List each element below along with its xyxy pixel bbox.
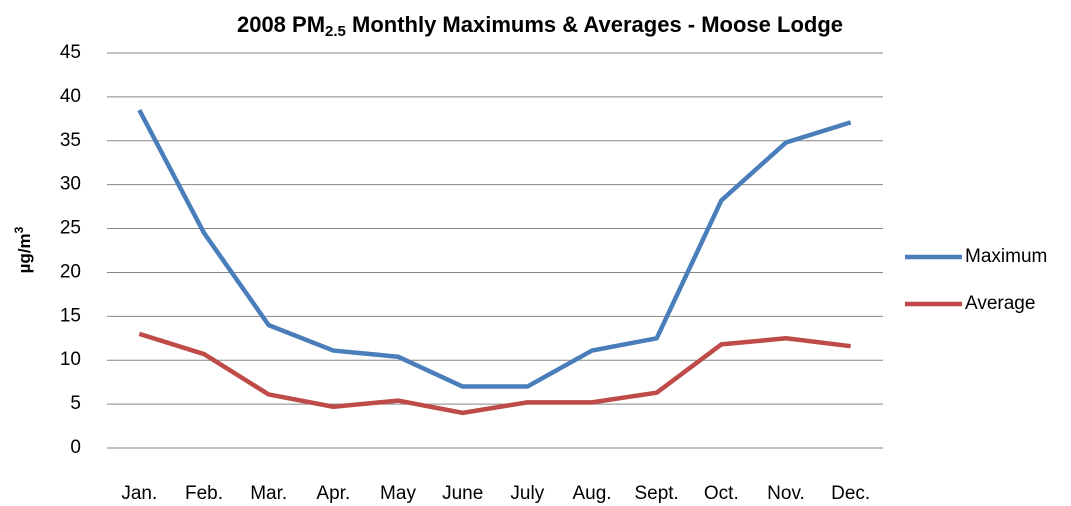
x-tick-label: Oct. <box>704 483 739 504</box>
series-line <box>138 331 851 416</box>
y-tick-label: 45 <box>60 42 81 63</box>
legend-label: Maximum <box>965 246 1047 267</box>
y-tick-label: 0 <box>70 437 81 458</box>
x-tick-label: Aug. <box>572 483 611 504</box>
x-tick-label: July <box>510 483 544 504</box>
x-tick-label: Nov. <box>767 483 805 504</box>
x-tick-label: Apr. <box>316 483 350 504</box>
y-tick-label: 35 <box>60 130 81 151</box>
title-part: 2008 PM <box>237 12 325 37</box>
x-tick-label: Dec. <box>831 483 870 504</box>
y-tick-label: 30 <box>60 174 81 195</box>
x-tick-label: Jan. <box>121 483 157 504</box>
title-part: Monthly Maximums & Averages - Moose Lodg… <box>346 12 843 37</box>
x-tick-label: Mar. <box>250 483 287 504</box>
y-tick-label: 20 <box>60 261 81 282</box>
y-tick-label: 40 <box>60 86 81 107</box>
y-label-superscript: 3 <box>12 226 26 233</box>
title-subscript: 2.5 <box>325 23 346 40</box>
y-tick-label: 25 <box>60 218 81 239</box>
x-tick-label: Feb. <box>185 483 223 504</box>
x-tick-label: May <box>380 483 416 504</box>
series-line <box>137 109 852 389</box>
y-tick-label: 10 <box>60 349 81 370</box>
x-tick-label: Sept. <box>634 483 678 504</box>
x-tick-label: June <box>442 483 483 504</box>
y-tick-label: 5 <box>70 393 81 414</box>
legend-label: Average <box>965 293 1035 314</box>
y-label-part: µg/m <box>15 233 34 273</box>
chart-title: 2008 PM2.5 Monthly Maximums & Averages -… <box>237 12 843 40</box>
y-axis-label: µg/m3 <box>12 226 34 273</box>
y-tick-label: 15 <box>60 305 81 326</box>
